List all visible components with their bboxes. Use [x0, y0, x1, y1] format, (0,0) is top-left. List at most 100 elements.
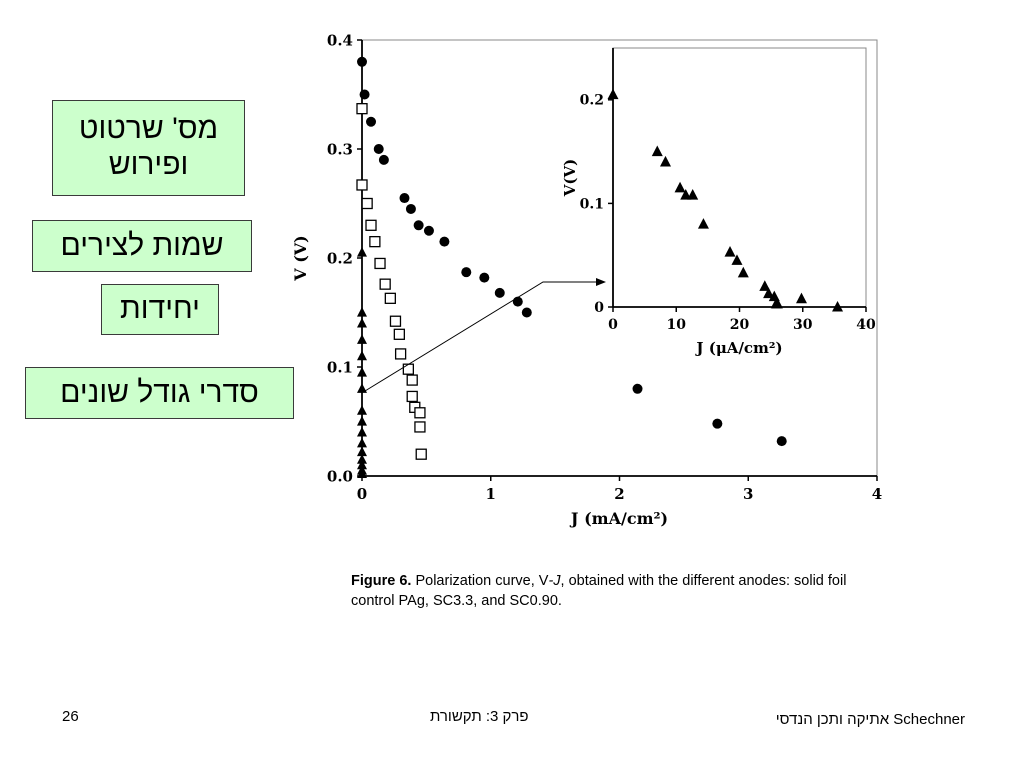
data-point-triangle — [737, 266, 749, 278]
data-point-square — [369, 235, 381, 248]
y-tick-label: 0.1 — [327, 358, 353, 376]
data-point-triangle — [357, 307, 367, 317]
label-axis-names: שמות לצירים — [32, 220, 252, 272]
data-point-square — [415, 448, 427, 460]
data-point-triangle — [357, 317, 367, 328]
data-point-square — [389, 315, 402, 327]
data-point-triangle — [357, 459, 367, 470]
y-tick-label: 0.3 — [327, 140, 353, 158]
x-tick-label: 30 — [793, 317, 813, 333]
y-axis-label: V(V) — [561, 159, 579, 197]
data-point-square — [414, 407, 426, 419]
data-point-triangle — [763, 287, 775, 299]
data-point-triangle — [357, 247, 367, 257]
data-point-triangle — [357, 383, 367, 393]
data-point-square — [365, 219, 377, 231]
data-point-circle — [399, 193, 410, 204]
data-point-triangle — [607, 88, 619, 100]
data-point-triangle — [357, 350, 367, 361]
data-point-circle — [366, 116, 377, 127]
data-point-triangle — [731, 254, 743, 265]
label-drawing-number: מס' שרטוט ופירוש — [52, 100, 245, 196]
main-chart: 0 1 2 3 4 0.0 0.1 0.2 0.3 0.4 J (mA/cm²) V (V) — [291, 31, 882, 528]
inset-background — [557, 45, 872, 375]
data-point-triangle — [674, 181, 686, 193]
data-point-circle — [405, 203, 416, 214]
footer-chapter: פרק 3: תקשורת — [430, 708, 529, 725]
data-point-triangle — [795, 292, 807, 304]
x-tick-label: 1 — [486, 485, 496, 503]
data-point-circle — [378, 154, 389, 165]
data-point-triangle — [680, 189, 692, 200]
x-tick-label: 2 — [614, 485, 624, 503]
data-point-triangle — [651, 145, 663, 157]
label-units: יחידות — [101, 284, 219, 335]
x-tick-label: 10 — [667, 317, 687, 333]
x-tick-label: 0 — [357, 485, 367, 503]
x-tick-label: 40 — [856, 317, 876, 333]
label-drawing-number-text: מס' שרטוט ופירוש — [78, 112, 219, 181]
x-tick-label: 4 — [872, 485, 882, 503]
y-tick-label: 0.0 — [327, 467, 353, 485]
data-point-circle — [494, 287, 505, 298]
label-units-text: יחידות — [120, 292, 200, 325]
label-axis-names-text: שמות לצירים — [60, 229, 224, 262]
data-point-circle — [423, 225, 434, 236]
data-point-square — [402, 363, 415, 375]
figure-caption: Figure 6. Polarization curve, V-J, obtai… — [351, 571, 891, 611]
y-tick-label: 0.4 — [327, 31, 353, 49]
data-point-triangle — [768, 290, 780, 302]
data-point-circle — [357, 56, 367, 67]
y-tick-label: 0.1 — [580, 196, 604, 212]
data-point-triangle — [771, 297, 783, 309]
data-point-triangle — [357, 334, 367, 344]
data-point-square — [406, 390, 418, 403]
data-point-circle — [632, 383, 643, 394]
data-point-triangle — [357, 416, 367, 426]
data-point-square — [356, 103, 368, 115]
x-axis-label: J (mA/cm²) — [569, 509, 668, 528]
caption-figure-label: Figure 6. — [351, 573, 412, 589]
data-point-triangle — [832, 300, 844, 312]
data-point-square — [361, 197, 373, 210]
y-tick-label: 0.2 — [327, 249, 353, 267]
data-point-square — [393, 328, 405, 340]
caption-text-1: Polarization curve, V — [411, 573, 549, 589]
data-point-triangle — [687, 189, 699, 200]
data-point-circle — [479, 272, 490, 283]
data-point-square — [406, 374, 418, 386]
y-tick-label: 0 — [594, 300, 604, 316]
data-point-triangle — [724, 246, 736, 257]
data-point-square — [394, 348, 407, 360]
caption-italic: -J — [548, 573, 561, 589]
data-point-square — [414, 421, 426, 433]
data-point-circle — [413, 220, 424, 231]
data-point-square — [356, 179, 368, 191]
data-point-triangle — [659, 155, 671, 167]
footer-course: Schechner אתיקה ותכן הנדסי — [775, 711, 965, 728]
data-point-triangle — [357, 366, 367, 377]
data-point-triangle — [357, 446, 367, 457]
data-point-triangle — [357, 405, 367, 415]
data-point-square — [374, 257, 386, 270]
data-point-triangle — [357, 468, 367, 478]
connector-line — [364, 281, 600, 392]
data-point-circle — [359, 89, 370, 100]
x-axis-label: J (μA/cm²) — [694, 339, 782, 357]
data-point-circle — [439, 236, 450, 247]
data-point-triangle — [759, 280, 771, 291]
connector-arrowhead — [596, 278, 606, 286]
label-magnitude: סדרי גודל שונים — [25, 367, 294, 419]
data-point-triangle — [357, 437, 367, 448]
data-point-circle — [712, 418, 723, 429]
x-tick-label: 20 — [730, 317, 750, 333]
data-point-triangle — [357, 426, 367, 437]
data-point-triangle — [357, 454, 367, 464]
caption-text-2: , obtained with the different anodes: so… — [351, 573, 847, 609]
inset-chart: 0 10 20 30 40 0 0.1 0.2 J (μA/cm²) V(V) — [557, 45, 876, 375]
data-point-circle — [373, 144, 384, 154]
data-point-triangle — [697, 218, 709, 229]
data-point-circle — [512, 296, 523, 307]
y-axis-label: V (V) — [291, 235, 310, 282]
